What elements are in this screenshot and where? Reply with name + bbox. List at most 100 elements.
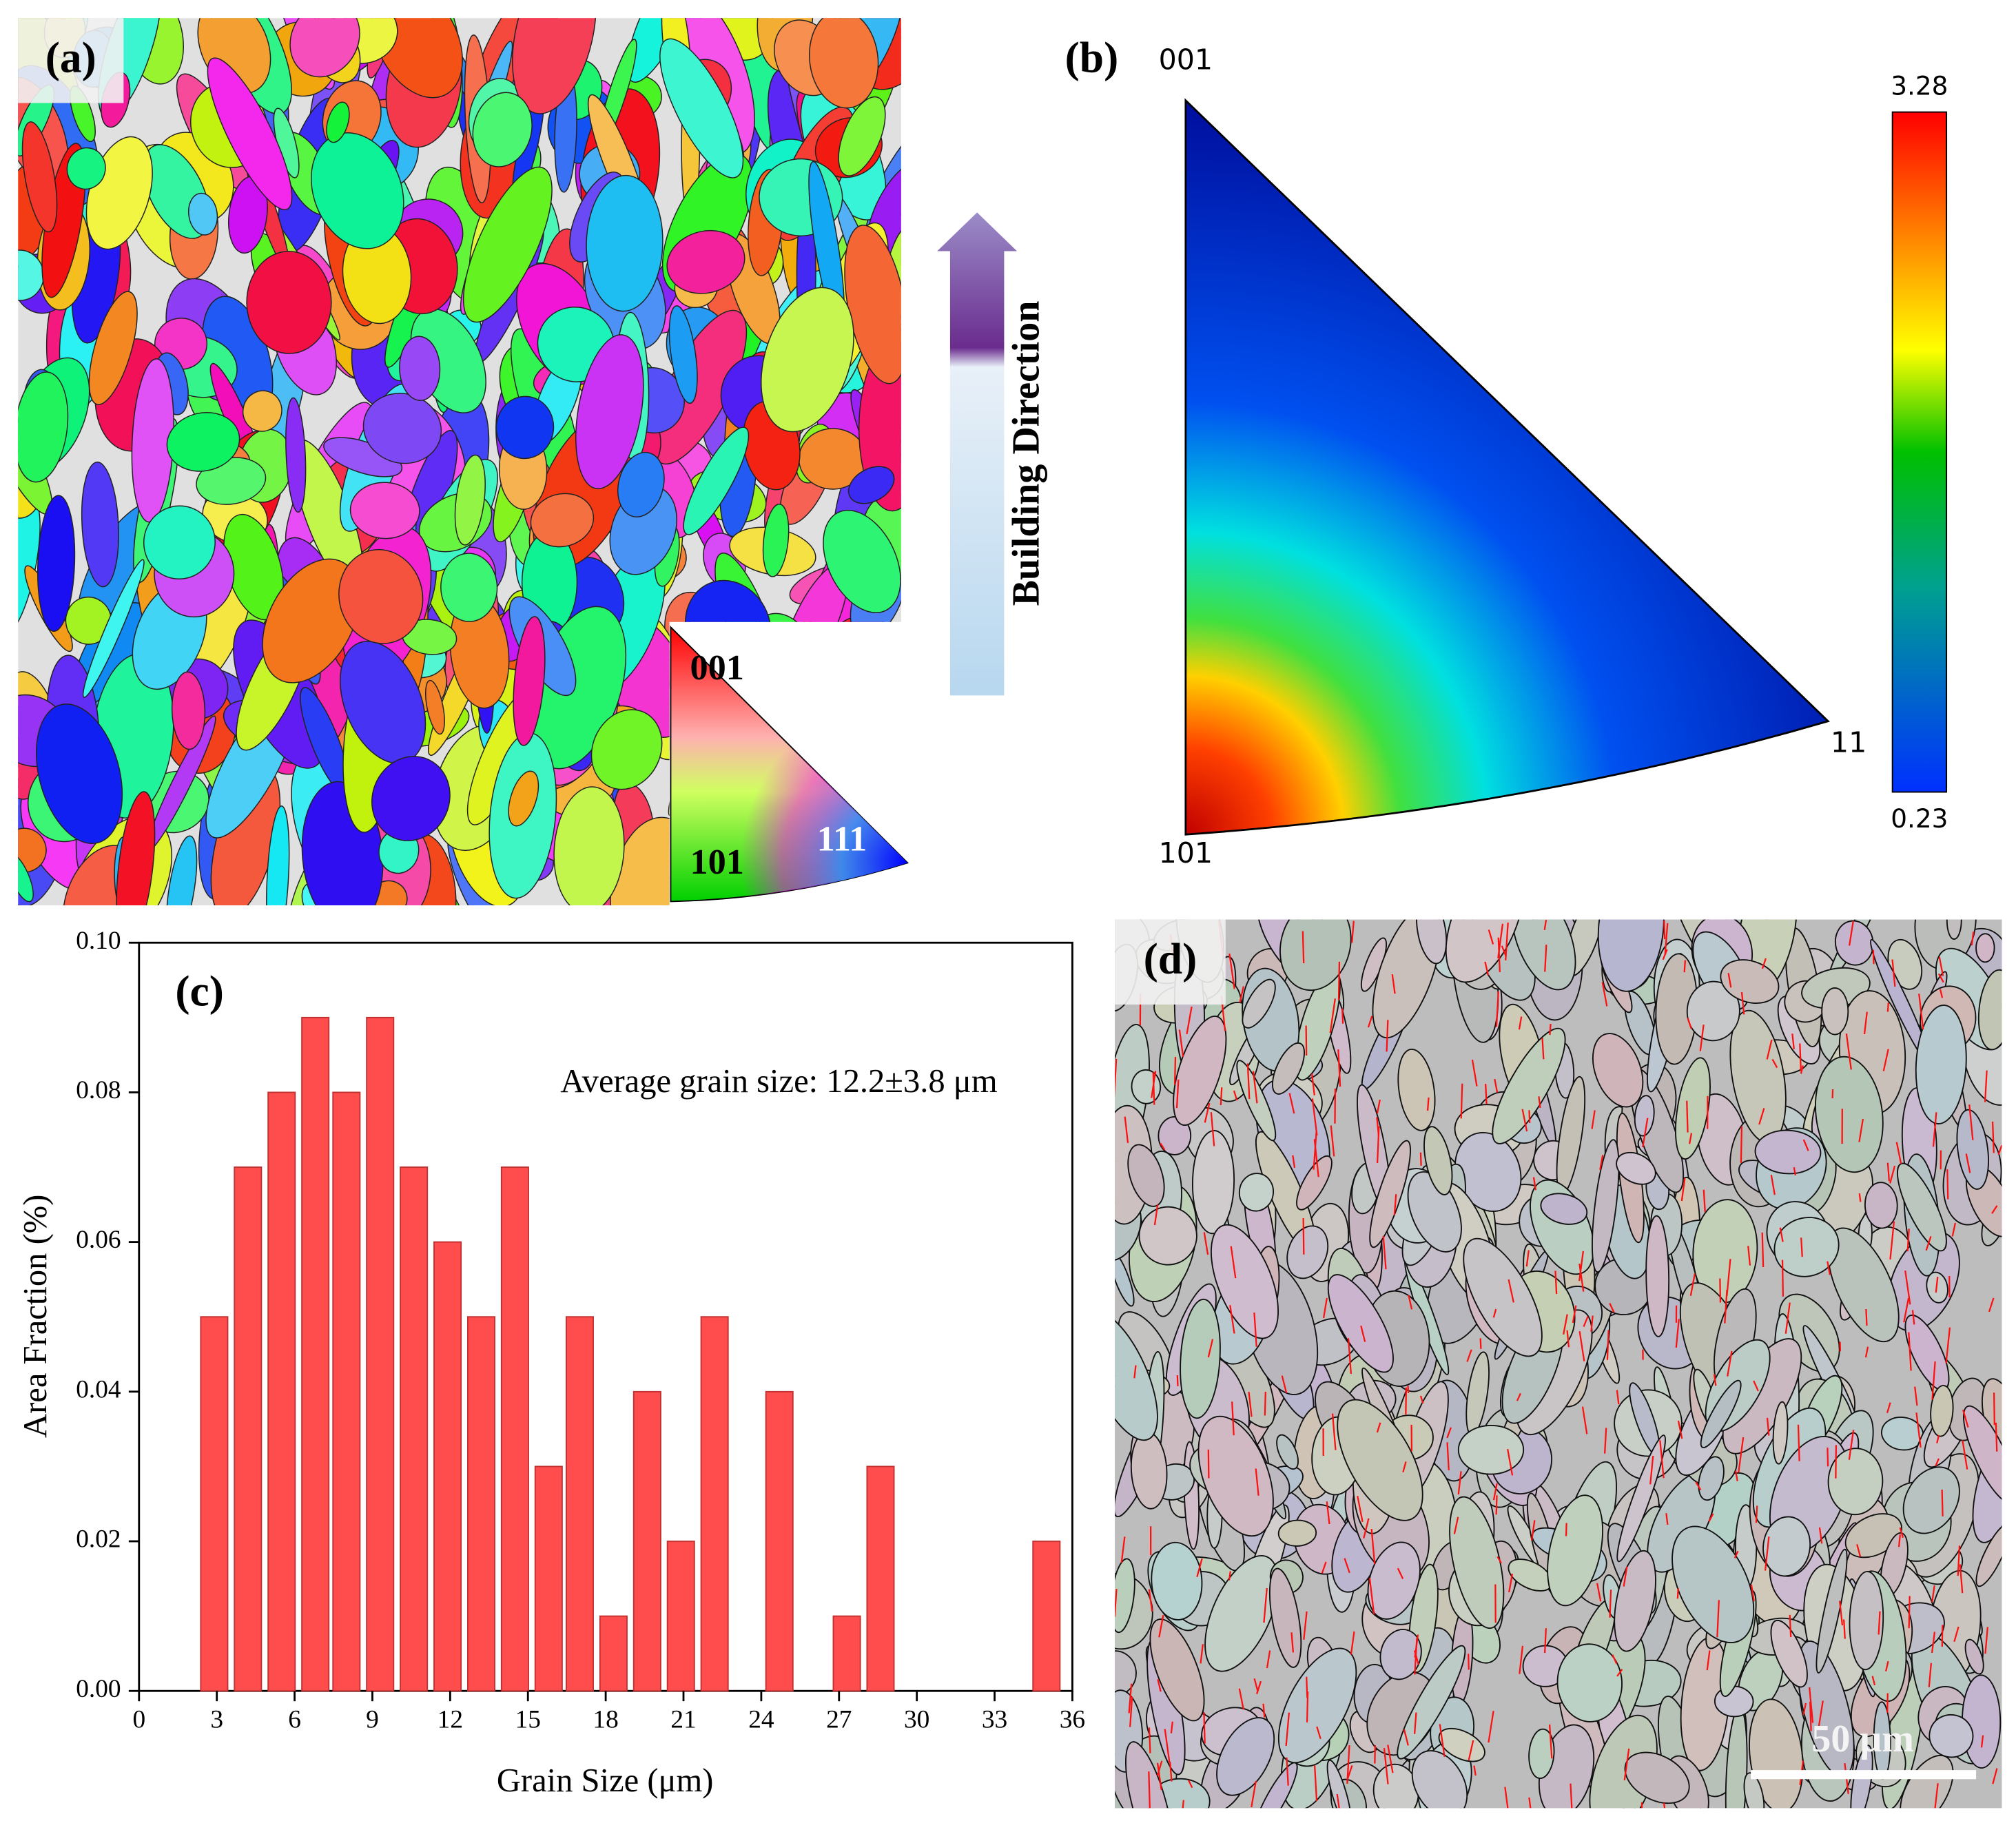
grain bbox=[1423, 1126, 1453, 1195]
twin-boundary bbox=[1984, 1070, 1988, 1102]
twin-boundary bbox=[1196, 1558, 1203, 1578]
twin-boundary bbox=[1695, 1481, 1702, 1491]
grain bbox=[659, 38, 744, 178]
twin-boundary bbox=[1239, 986, 1244, 1003]
twin-boundary bbox=[1484, 961, 1490, 976]
grain bbox=[440, 553, 498, 622]
grain bbox=[1369, 1140, 1411, 1248]
bar bbox=[632, 1390, 661, 1692]
twin-boundary bbox=[1968, 1104, 1974, 1140]
grain bbox=[1438, 1727, 1485, 1762]
bar bbox=[332, 1091, 361, 1692]
grain bbox=[508, 770, 539, 827]
twin-boundary bbox=[1609, 1303, 1615, 1313]
grain bbox=[1149, 1618, 1205, 1722]
twin-boundary bbox=[1496, 1556, 1502, 1564]
x-tick-label: 24 bbox=[748, 1706, 774, 1734]
twin-boundary bbox=[1313, 1765, 1318, 1802]
x-tick-label: 0 bbox=[132, 1706, 145, 1734]
grain bbox=[1296, 1155, 1333, 1211]
twin-boundary bbox=[1797, 1424, 1800, 1461]
twin-boundary bbox=[1928, 1663, 1933, 1687]
twin-boundary bbox=[1914, 1386, 1918, 1406]
twin-boundary bbox=[1623, 1748, 1630, 1781]
twin-boundary bbox=[1402, 1461, 1407, 1473]
twin-boundary bbox=[1946, 1169, 1949, 1200]
grain bbox=[586, 174, 664, 312]
twin-boundary bbox=[1939, 989, 1944, 998]
grain bbox=[847, 466, 895, 504]
twin-boundary bbox=[1871, 1676, 1876, 1686]
twin-boundary bbox=[1543, 919, 1547, 931]
twin-boundary bbox=[1809, 1701, 1812, 1731]
twin-boundary bbox=[1207, 1339, 1214, 1358]
bar bbox=[832, 1615, 861, 1692]
corner-label: 101 bbox=[1159, 836, 1213, 870]
twin-boundary bbox=[1376, 1117, 1380, 1136]
twin-boundary bbox=[1572, 1305, 1577, 1324]
grain bbox=[1272, 1042, 1305, 1095]
twin-boundary bbox=[1264, 1391, 1266, 1416]
grain bbox=[1762, 1516, 1811, 1577]
twin-boundary bbox=[1386, 1020, 1389, 1052]
twin-boundary bbox=[1326, 1501, 1330, 1525]
annotation: Average grain size: 12.2±3.8 μm bbox=[560, 1062, 998, 1100]
grain bbox=[289, 18, 360, 78]
bar bbox=[700, 1316, 729, 1692]
twin-boundary bbox=[1330, 1125, 1335, 1157]
twin-boundary bbox=[1911, 1310, 1915, 1325]
twin-boundary bbox=[1255, 1468, 1259, 1496]
grain bbox=[1977, 969, 2002, 1051]
twin-boundary bbox=[1231, 1401, 1235, 1436]
twin-boundary bbox=[1980, 1735, 1984, 1748]
twin-boundary bbox=[1706, 1650, 1711, 1671]
twin-boundary bbox=[1252, 1071, 1258, 1104]
twin-boundary bbox=[1210, 1112, 1215, 1146]
grain bbox=[1210, 1224, 1279, 1339]
twin-boundary bbox=[1387, 1745, 1394, 1773]
twin-boundary bbox=[1936, 1434, 1940, 1443]
twin-boundary bbox=[1858, 1193, 1862, 1202]
bar bbox=[200, 1316, 229, 1692]
twin-boundary bbox=[1993, 1392, 1995, 1426]
twin-boundary bbox=[1350, 1631, 1355, 1655]
twin-boundary bbox=[1885, 1660, 1889, 1671]
grain bbox=[1928, 1714, 1974, 1758]
twin-boundary bbox=[1761, 958, 1767, 969]
twin-boundary bbox=[1170, 1721, 1173, 1733]
twin-boundary bbox=[1766, 1039, 1773, 1060]
twin-boundary bbox=[1818, 1700, 1824, 1730]
twin-boundary bbox=[1663, 920, 1666, 939]
twin-boundary bbox=[1863, 1011, 1868, 1035]
grain bbox=[512, 18, 597, 114]
grain bbox=[1634, 1095, 1655, 1137]
x-tick-label: 18 bbox=[593, 1706, 618, 1734]
twin-boundary bbox=[1800, 1065, 1804, 1074]
x-tick-label: 36 bbox=[1060, 1706, 1085, 1734]
twin-boundary bbox=[1495, 991, 1499, 1027]
twin-boundary bbox=[1566, 1330, 1570, 1348]
twin-boundary bbox=[1344, 1558, 1350, 1574]
twin-boundary bbox=[1230, 1246, 1237, 1279]
grain bbox=[1556, 1643, 1623, 1722]
grain bbox=[761, 287, 854, 433]
twin-boundary bbox=[1753, 1380, 1759, 1392]
grain bbox=[18, 827, 47, 873]
twin-boundary bbox=[1755, 1505, 1758, 1523]
twin-boundary bbox=[1246, 1063, 1251, 1100]
twin-boundary bbox=[1959, 1564, 1964, 1594]
twin-boundary bbox=[1220, 1087, 1223, 1106]
grain bbox=[1277, 1519, 1317, 1547]
twin-boundary bbox=[1376, 1099, 1381, 1114]
bar bbox=[466, 1316, 495, 1692]
grain bbox=[116, 791, 156, 906]
grain bbox=[207, 57, 293, 211]
twin-boundary bbox=[1766, 1417, 1770, 1436]
twin-boundary bbox=[1642, 1118, 1649, 1148]
grain bbox=[683, 426, 750, 535]
twin-boundary bbox=[1200, 1644, 1204, 1664]
twin-boundary bbox=[1176, 1375, 1179, 1386]
bar bbox=[666, 1541, 695, 1692]
twin-boundary bbox=[1115, 1589, 1118, 1617]
twin-boundary bbox=[1953, 1626, 1960, 1642]
